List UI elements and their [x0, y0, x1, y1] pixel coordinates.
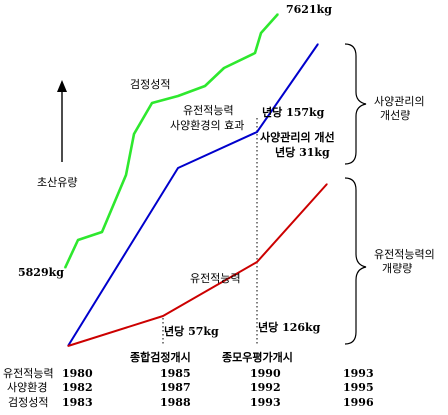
blue-series-label-2: 사양환경의 효과: [170, 119, 245, 132]
green-score-line: [63, 13, 279, 269]
year-cell: 1993: [343, 367, 374, 380]
red-genetic-line-point-0: [67, 345, 69, 347]
green-score-line-point-3: [125, 174, 127, 176]
brace-lower-label-1: 유전적능력의: [374, 248, 435, 261]
year-cell: 1990: [250, 367, 281, 380]
blue-combined-line-point-1: [177, 167, 179, 169]
year-row-head-1: 사양환경: [7, 381, 48, 394]
year-cell: 1993: [250, 396, 281, 409]
year-cell: 1980: [62, 367, 93, 380]
event-left-label: 종합검정개시: [130, 351, 191, 364]
blue-annual-label-1: 년당 157kg: [262, 106, 325, 119]
green-score-line-point-11: [277, 13, 279, 15]
year-cell: 1983: [62, 396, 93, 409]
year-cell: 1987: [160, 381, 191, 394]
red-annual-right-label: 년당 126kg: [258, 321, 321, 334]
green-score-line-point-9: [254, 52, 256, 54]
blue-combined-line-point-3: [317, 43, 319, 45]
brace-upper-label-1: 사양관리의: [374, 95, 425, 108]
left-value-label: 5829kg: [18, 266, 64, 279]
green-score-line-point-8: [223, 67, 225, 69]
year-row-head-2: 검정성적: [8, 396, 49, 409]
year-cell: 1992: [250, 381, 281, 394]
year-cell: 1996: [343, 396, 374, 409]
green-score-line-point-6: [177, 95, 179, 97]
y-axis-arrow-head: [57, 80, 67, 92]
blue-annual-label-3: 년당 31kg: [275, 146, 330, 159]
year-cell: 1988: [160, 396, 191, 409]
red-series-label: 유전적능력: [190, 272, 241, 285]
blue-combined-line-group: [67, 43, 319, 347]
green-score-line-group: [63, 13, 279, 269]
year-cell: 1982: [62, 381, 93, 394]
brace-lower-label-2: 개량량: [382, 262, 413, 275]
green-score-line-point-1: [77, 239, 79, 241]
brace-upper: [344, 43, 367, 165]
year-row-head-0: 유전적능력: [3, 367, 54, 380]
red-genetic-line-point-1: [162, 315, 164, 317]
brace-upper-label-2: 개선량: [380, 109, 411, 122]
blue-combined-line-point-2: [256, 131, 258, 133]
green-series-label: 검정성적: [130, 78, 171, 91]
green-score-line-point-7: [204, 85, 206, 87]
green-score-line-point-4: [133, 133, 135, 135]
red-genetic-line-point-3: [326, 183, 328, 185]
green-score-line-point-10: [260, 32, 262, 34]
blue-annual-label-2: 사양관리의 개선: [260, 131, 335, 144]
green-score-line-point-5: [151, 102, 153, 104]
green-score-line-point-2: [101, 231, 103, 233]
top-value-label: 7621kg: [286, 3, 332, 16]
year-cell: 1995: [343, 381, 374, 394]
blue-series-label-1: 유전적능력: [183, 104, 234, 117]
year-cell: 1985: [160, 367, 191, 380]
red-genetic-line: [67, 183, 328, 347]
red-genetic-line-point-2: [256, 261, 258, 263]
red-genetic-line-group: [67, 183, 328, 347]
green-score-line-point-0: [64, 267, 66, 269]
event-right-label: 종모우평가개시: [222, 351, 293, 364]
series-layer: [63, 13, 328, 347]
y-axis-title: 초산유량: [37, 176, 78, 189]
blue-combined-line: [67, 43, 319, 347]
brace-lower: [344, 177, 367, 345]
red-annual-left-label: 년당 57kg: [164, 325, 219, 338]
